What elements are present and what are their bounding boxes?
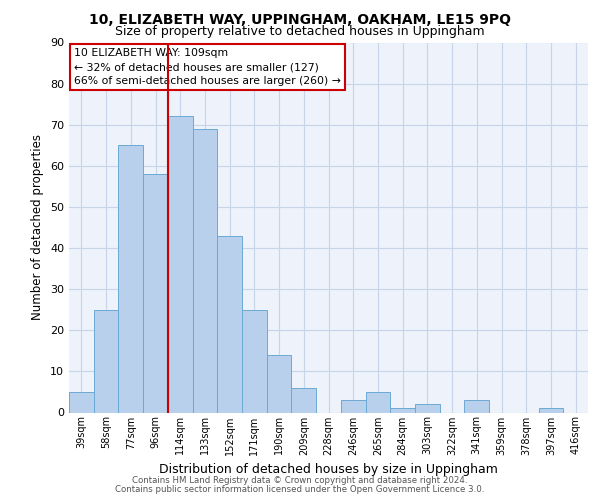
- Bar: [69, 392, 94, 412]
- Bar: [464, 400, 489, 412]
- Bar: [242, 310, 267, 412]
- Bar: [267, 355, 292, 412]
- Bar: [193, 129, 217, 412]
- Bar: [415, 404, 440, 412]
- Text: 10 ELIZABETH WAY: 109sqm
← 32% of detached houses are smaller (127)
66% of semi-: 10 ELIZABETH WAY: 109sqm ← 32% of detach…: [74, 48, 341, 86]
- Bar: [118, 146, 143, 412]
- Bar: [217, 236, 242, 412]
- Bar: [143, 174, 168, 412]
- Bar: [94, 310, 118, 412]
- X-axis label: Distribution of detached houses by size in Uppingham: Distribution of detached houses by size …: [159, 463, 498, 476]
- Text: 10, ELIZABETH WAY, UPPINGHAM, OAKHAM, LE15 9PQ: 10, ELIZABETH WAY, UPPINGHAM, OAKHAM, LE…: [89, 12, 511, 26]
- Text: Contains public sector information licensed under the Open Government Licence 3.: Contains public sector information licen…: [115, 485, 485, 494]
- Bar: [539, 408, 563, 412]
- Bar: [168, 116, 193, 412]
- Text: Contains HM Land Registry data © Crown copyright and database right 2024.: Contains HM Land Registry data © Crown c…: [132, 476, 468, 485]
- Text: Size of property relative to detached houses in Uppingham: Size of property relative to detached ho…: [115, 25, 485, 38]
- Bar: [341, 400, 365, 412]
- Bar: [365, 392, 390, 412]
- Y-axis label: Number of detached properties: Number of detached properties: [31, 134, 44, 320]
- Bar: [292, 388, 316, 412]
- Bar: [390, 408, 415, 412]
